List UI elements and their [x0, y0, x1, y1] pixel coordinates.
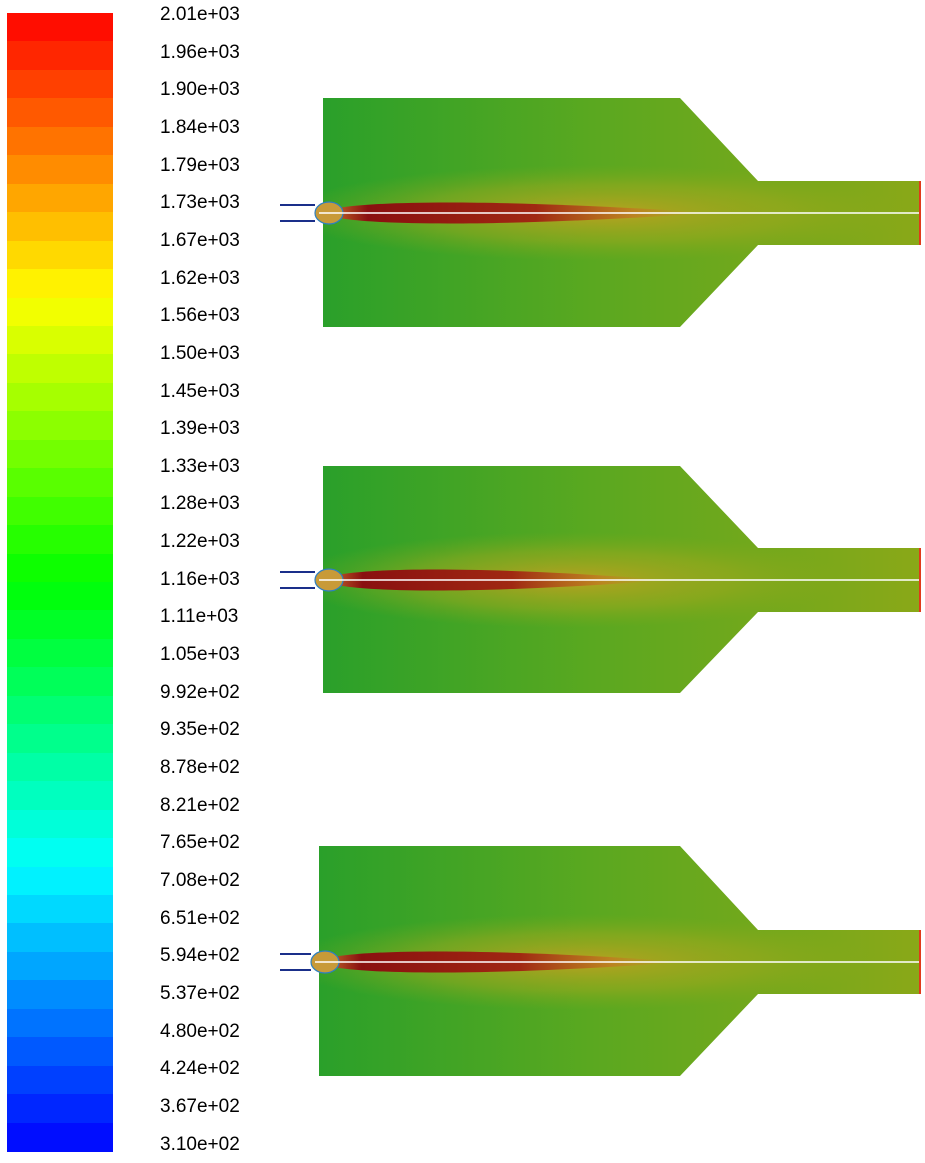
colorbar-tick-label: 7.08e+02	[160, 869, 240, 891]
colorbar-tick-label: 5.94e+02	[160, 945, 240, 967]
contour-panel	[280, 846, 921, 1076]
colorbar-band	[7, 951, 113, 981]
contour-panel	[280, 466, 921, 693]
colorbar-band	[7, 13, 113, 43]
colorbar-band	[7, 69, 113, 99]
colorbar-tick-label: 1.62e+03	[160, 267, 240, 289]
colorbar-band	[7, 411, 113, 441]
colorbar-tick-label: 5.37e+02	[160, 982, 240, 1004]
colorbar-band	[7, 269, 113, 299]
colorbar-tick-label: 4.80e+02	[160, 1020, 240, 1042]
colorbar-band	[7, 439, 113, 469]
colorbar-band	[7, 752, 113, 782]
colorbar-band	[7, 1094, 113, 1124]
colorbar-band	[7, 553, 113, 583]
colorbar-tick-label: 4.24e+02	[160, 1058, 240, 1080]
colorbar-band	[7, 468, 113, 498]
colorbar-band	[7, 325, 113, 355]
colorbar-band	[7, 382, 113, 412]
colorbar-tick-label: 3.67e+02	[160, 1095, 240, 1117]
colorbar-tick-label: 1.28e+03	[160, 493, 240, 515]
colorbar-band	[7, 354, 113, 384]
colorbar-band	[7, 212, 113, 242]
colorbar-band	[7, 1008, 113, 1038]
colorbar-tick-label: 1.50e+03	[160, 342, 240, 364]
colorbar-band	[7, 838, 113, 868]
colorbar-tick-label: 8.78e+02	[160, 757, 240, 778]
colorbar-tick-label: 1.05e+03	[160, 644, 240, 666]
colorbar-tick-label: 1.33e+03	[160, 455, 240, 477]
colorbar-band	[7, 1037, 113, 1067]
colorbar-band	[7, 866, 113, 896]
colorbar-tick-label: 1.67e+03	[160, 229, 240, 251]
colorbar-band	[7, 980, 113, 1010]
colorbar-tick-label: 6.51e+02	[160, 907, 240, 929]
colorbar-band	[7, 781, 113, 811]
colorbar-tick-label: 7.65e+02	[160, 832, 240, 854]
colorbar-band	[7, 1122, 113, 1152]
colorbar-band	[7, 667, 113, 697]
colorbar-band	[7, 98, 113, 128]
colorbar-tick-label: 1.73e+03	[160, 192, 240, 214]
colorbar-tick-label: 1.22e+03	[160, 531, 240, 553]
colorbar-tick-label: 1.96e+03	[160, 41, 240, 63]
colorbar-tick-label: 1.16e+03	[160, 568, 240, 590]
colorbar-band	[7, 126, 113, 156]
colorbar-band	[7, 923, 113, 953]
colorbar-band	[7, 809, 113, 839]
colorbar-band	[7, 41, 113, 71]
colorbar-tick-label: 9.92e+02	[160, 681, 240, 703]
colorbar-tick-label: 1.79e+03	[160, 154, 240, 176]
colorbar-band	[7, 610, 113, 640]
contour-panel	[280, 98, 921, 327]
colorbar-band	[7, 155, 113, 185]
colorbar-band	[7, 894, 113, 924]
colorbar-band	[7, 695, 113, 725]
colorbar-tick-label: 8.21e+02	[160, 794, 240, 816]
colorbar-tick-label: 1.56e+03	[160, 305, 240, 327]
colorbar-tick-label: 9.35e+02	[160, 719, 240, 741]
colorbar-tick-label: 2.01e+03	[160, 4, 240, 25]
colorbar-tick-label: 1.11e+03	[160, 606, 239, 628]
colorbar-tick-label: 3.10e+02	[160, 1133, 240, 1155]
colorbar-tick-label: 1.39e+03	[160, 418, 240, 440]
colorbar	[7, 13, 113, 1152]
colorbar-labels: 2.01e+03 1.96e+03 1.90e+03 1.84e+03 1.79…	[0, 0, 300, 1163]
colorbar-tick-label: 1.90e+03	[160, 79, 240, 101]
colorbar-band	[7, 496, 113, 526]
colorbar-tick-label: 1.45e+03	[160, 380, 240, 402]
colorbar-band	[7, 525, 113, 555]
colorbar-band	[7, 724, 113, 754]
colorbar-band	[7, 638, 113, 668]
colorbar-band	[7, 297, 113, 327]
colorbar-band	[7, 1065, 113, 1095]
colorbar-band	[7, 240, 113, 270]
colorbar-band	[7, 582, 113, 612]
colorbar-band	[7, 183, 113, 213]
colorbar-tick-label: 1.84e+03	[160, 116, 240, 138]
